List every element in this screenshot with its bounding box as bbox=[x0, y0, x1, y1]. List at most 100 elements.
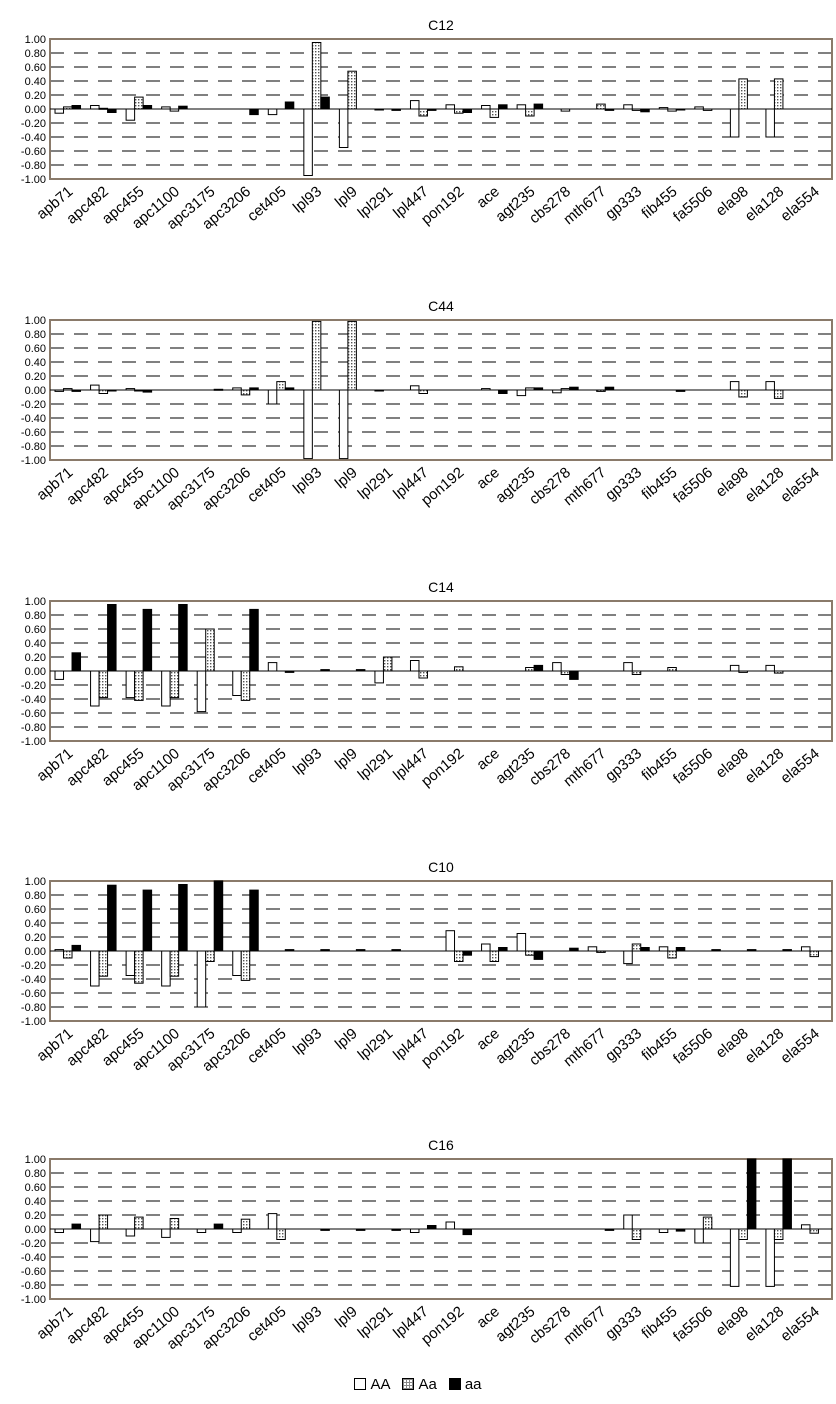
bar-AA-apc455 bbox=[125, 108, 136, 121]
y-tick-label: 0.80 bbox=[25, 890, 46, 902]
legend-item-aa: aa bbox=[448, 1376, 482, 1393]
bar-Aa-apc1100 bbox=[169, 950, 180, 977]
bar-aa-apc3206 bbox=[249, 889, 259, 952]
x-tick-label: gp333 bbox=[602, 1303, 645, 1343]
y-tick-label: 1.00 bbox=[25, 596, 46, 608]
x-tick-label: ela554 bbox=[777, 1303, 822, 1345]
y-tick-label: -1.00 bbox=[21, 736, 46, 748]
y-tick-label: -0.40 bbox=[21, 694, 46, 706]
bar-AA-apc482 bbox=[90, 105, 100, 110]
x-tick-label: lpl93 bbox=[290, 1303, 325, 1336]
bar-Aa-fa5506 bbox=[702, 1216, 713, 1230]
bar-Aa-apc455 bbox=[134, 950, 144, 984]
y-tick-label: -0.40 bbox=[21, 132, 46, 144]
bar-Aa-lpl447 bbox=[418, 670, 428, 679]
bar-Aa-ela128 bbox=[773, 78, 784, 110]
y-tick-label: -1.00 bbox=[21, 455, 46, 467]
y-tick-label: -0.20 bbox=[21, 680, 46, 692]
bar-aa-agt235 bbox=[533, 950, 544, 960]
x-tick-label: ela128 bbox=[742, 1303, 787, 1345]
bar-aa-apc482 bbox=[107, 604, 117, 672]
y-tick-label: 1.00 bbox=[25, 1154, 46, 1166]
bar-Aa-lpl9 bbox=[347, 70, 357, 110]
bar-AA-cet405 bbox=[267, 389, 278, 405]
bar-aa-agt235 bbox=[533, 664, 544, 672]
bar-Aa-ace bbox=[489, 108, 500, 118]
y-tick-label: 0.00 bbox=[25, 1224, 46, 1236]
bar-Aa-apc455 bbox=[134, 96, 144, 110]
bar-Aa-lpl291 bbox=[382, 656, 393, 672]
bar-Aa-pon192 bbox=[454, 950, 464, 962]
bar-AA-cet405 bbox=[267, 662, 278, 672]
bar-aa-apc1100 bbox=[178, 604, 188, 672]
y-tick-label: 0.00 bbox=[25, 385, 46, 397]
y-tick-label: -0.80 bbox=[21, 1002, 46, 1014]
y-tick-label: -0.60 bbox=[21, 1266, 46, 1278]
chart-C14: C14 1.00 0.80 0.60 0.40 0.20 0.00 -0.20 -0.40 -0.… bbox=[21, 579, 833, 795]
y-tick-label: 0.80 bbox=[25, 48, 46, 60]
bar-AA-apc1100 bbox=[161, 670, 171, 707]
y-tick-label: 1.00 bbox=[25, 34, 46, 46]
y-tick-label: -0.40 bbox=[21, 974, 46, 986]
bar-Aa-cbs278 bbox=[560, 670, 571, 675]
bar-Aa-apc3175 bbox=[205, 950, 215, 962]
bar-aa-gp333 bbox=[640, 947, 650, 952]
bar-AA-ela554 bbox=[800, 946, 811, 952]
bar-AA-lpl447 bbox=[409, 385, 420, 391]
bar-aa-ace bbox=[498, 947, 508, 952]
y-tick-label: 0.60 bbox=[25, 624, 46, 636]
y-tick-label: -0.60 bbox=[21, 988, 46, 1000]
y-tick-label: -0.40 bbox=[21, 413, 46, 425]
y-tick-label: 0.20 bbox=[25, 90, 46, 102]
bar-AA-mth677 bbox=[587, 946, 598, 952]
chart-C12: C12 1.00 0.80 0.60 0.40 0.20 0.00 -0.20 -0.40 -0.… bbox=[21, 17, 833, 233]
y-tick-label: 0.60 bbox=[25, 1182, 46, 1194]
bar-AA-apc455 bbox=[125, 1228, 136, 1237]
bar-AA-lpl93 bbox=[303, 389, 313, 460]
bar-AA-apc482 bbox=[90, 384, 100, 391]
bar-aa-apc455 bbox=[142, 608, 153, 672]
bar-aa-apc3206 bbox=[249, 608, 259, 672]
x-tick-label: gp333 bbox=[602, 464, 645, 504]
chart-title: C16 bbox=[428, 1137, 454, 1153]
bar-AA-lpl9 bbox=[338, 389, 349, 460]
bar-AA-apc1100 bbox=[161, 1228, 171, 1238]
bar-AA-gp333 bbox=[623, 1214, 633, 1230]
bar-AA-cbs278 bbox=[552, 662, 562, 672]
bar-Aa-ela554 bbox=[809, 1228, 819, 1234]
x-tick-label: ela128 bbox=[742, 1025, 787, 1067]
bar-AA-lpl447 bbox=[409, 660, 420, 672]
y-tick-label: -0.80 bbox=[21, 722, 46, 734]
chart-C16: C16 1.00 0.80 0.60 0.40 0.20 0.00 -0.20 -0.40 -0.… bbox=[21, 1137, 833, 1353]
x-tick-label: gp333 bbox=[602, 183, 645, 223]
x-tick-label: fa5506 bbox=[670, 1025, 716, 1068]
bar-Aa-apb71 bbox=[63, 950, 73, 959]
x-tick-label: fa5506 bbox=[670, 183, 716, 226]
y-tick-label: 0.00 bbox=[25, 946, 46, 958]
y-tick-label: 0.00 bbox=[25, 666, 46, 678]
bar-AA-cet405 bbox=[267, 108, 278, 116]
bar-AA-apc3206 bbox=[232, 670, 242, 696]
bar-aa-pon192 bbox=[462, 108, 473, 113]
bar-Aa-cet405 bbox=[276, 381, 286, 391]
bar-Aa-lpl93 bbox=[311, 320, 322, 391]
bar-Aa-lpl93 bbox=[311, 42, 322, 110]
y-tick-label: 0.60 bbox=[25, 904, 46, 916]
bar-AA-apc455 bbox=[125, 950, 136, 976]
bar-Aa-agt235 bbox=[525, 667, 535, 672]
bar-aa-apb71 bbox=[71, 1223, 82, 1230]
chart-C44: C44 1.00 0.80 0.60 0.40 0.20 0.00 -0.20 -0.40 -0.… bbox=[21, 298, 833, 514]
bar-AA-ela98 bbox=[729, 664, 740, 672]
bar-aa-cet405 bbox=[284, 101, 295, 110]
y-tick-label: -0.20 bbox=[21, 118, 46, 130]
x-tick-label: cet405 bbox=[244, 183, 289, 225]
y-tick-label: -1.00 bbox=[21, 1294, 46, 1306]
y-tick-label: 0.20 bbox=[25, 932, 46, 944]
y-tick-label: 0.80 bbox=[25, 610, 46, 622]
bar-AA-pon192 bbox=[445, 1221, 456, 1230]
x-tick-label: gp333 bbox=[602, 1025, 645, 1065]
x-tick-label: cet405 bbox=[244, 1303, 289, 1345]
bar-Aa-apc455 bbox=[134, 670, 144, 701]
bar-Aa-ela98 bbox=[738, 78, 748, 110]
bar-Aa-fib455 bbox=[667, 667, 677, 672]
